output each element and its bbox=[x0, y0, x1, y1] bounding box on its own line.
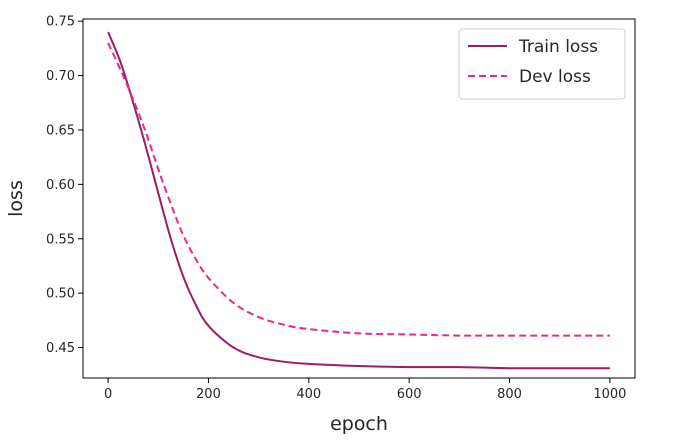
x-tick-label: 0 bbox=[104, 387, 112, 402]
dev-loss-line bbox=[107, 42, 610, 337]
y-tick-label: 0.45 bbox=[46, 341, 75, 356]
x-axis-title: epoch bbox=[330, 413, 388, 435]
x-tick-label: 400 bbox=[296, 387, 321, 402]
y-tick-label: 0.65 bbox=[46, 123, 75, 138]
y-tick-label: 0.50 bbox=[46, 287, 75, 302]
x-axis: 0 200 400 600 800 1000 bbox=[104, 378, 626, 402]
x-tick-label: 200 bbox=[196, 387, 221, 402]
y-axis-title: loss bbox=[5, 180, 27, 217]
train-loss-line bbox=[107, 31, 610, 370]
legend: Train loss Dev loss bbox=[458, 28, 626, 100]
y-tick-label: 0.60 bbox=[46, 178, 75, 193]
y-tick-label: 0.75 bbox=[46, 15, 75, 30]
plot-area bbox=[107, 31, 610, 370]
axes-frame bbox=[82, 18, 636, 379]
y-tick-label: 0.55 bbox=[46, 232, 75, 247]
legend-label-train-loss: Train loss bbox=[518, 37, 598, 57]
legend-label-dev-loss: Dev loss bbox=[519, 67, 591, 87]
x-tick-label: 600 bbox=[397, 387, 422, 402]
y-tick-label: 0.70 bbox=[46, 69, 75, 84]
y-axis: 0.45 0.50 0.55 0.60 0.65 0.70 0.75 bbox=[46, 15, 83, 356]
x-tick-label: 800 bbox=[497, 387, 522, 402]
x-tick-label: 1000 bbox=[593, 387, 626, 402]
